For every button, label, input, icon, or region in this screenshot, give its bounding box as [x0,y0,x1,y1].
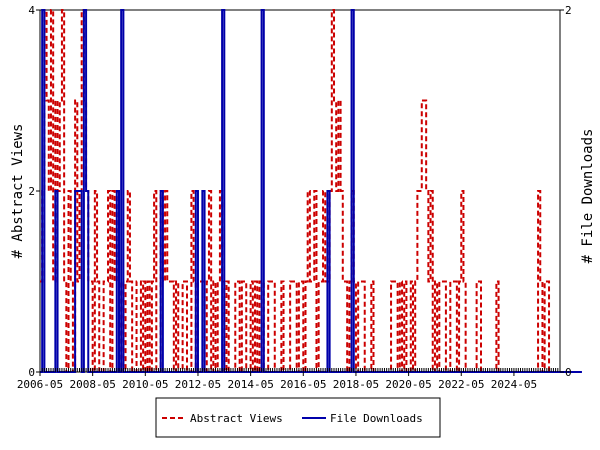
y-left-tick-label: 2 [28,185,35,198]
legend: Abstract Views File Downloads [155,397,441,438]
series-line-file-downloads [40,9,582,373]
y-right-tick-label: 0 [565,366,572,379]
y-left-tick-label: 4 [28,4,35,17]
x-tick-label: 2022-05 [438,378,484,391]
y-axis-title-right: # File Downloads [580,129,596,264]
x-tick-label: 2006-05 [17,378,63,391]
x-tick-label: 2010-05 [122,378,168,391]
legend-box [155,397,441,438]
x-tick-label: 2014-05 [227,378,273,391]
legend-label-file-downloads: File Downloads [330,412,423,425]
x-tick-label: 2018-05 [333,378,379,391]
y-right-tick-label: 2 [565,4,572,17]
x-tick-label: 2008-05 [69,378,115,391]
x-tick-label: 2024-05 [491,378,537,391]
y-axis-title-left: # Abstract Views [10,124,26,259]
axis-layer: 2006-05 2008-05 2010-05 2012-05 2014-05 2016-… [17,4,572,391]
x-tick-label: 2012-05 [175,378,221,391]
x-tick-label: 2020-05 [385,378,431,391]
x-tick-label: 2016-05 [280,378,326,391]
series-layer [40,9,582,373]
y-left-tick-label: 0 [28,366,35,379]
legend-label-abstract-views: Abstract Views [190,412,283,425]
